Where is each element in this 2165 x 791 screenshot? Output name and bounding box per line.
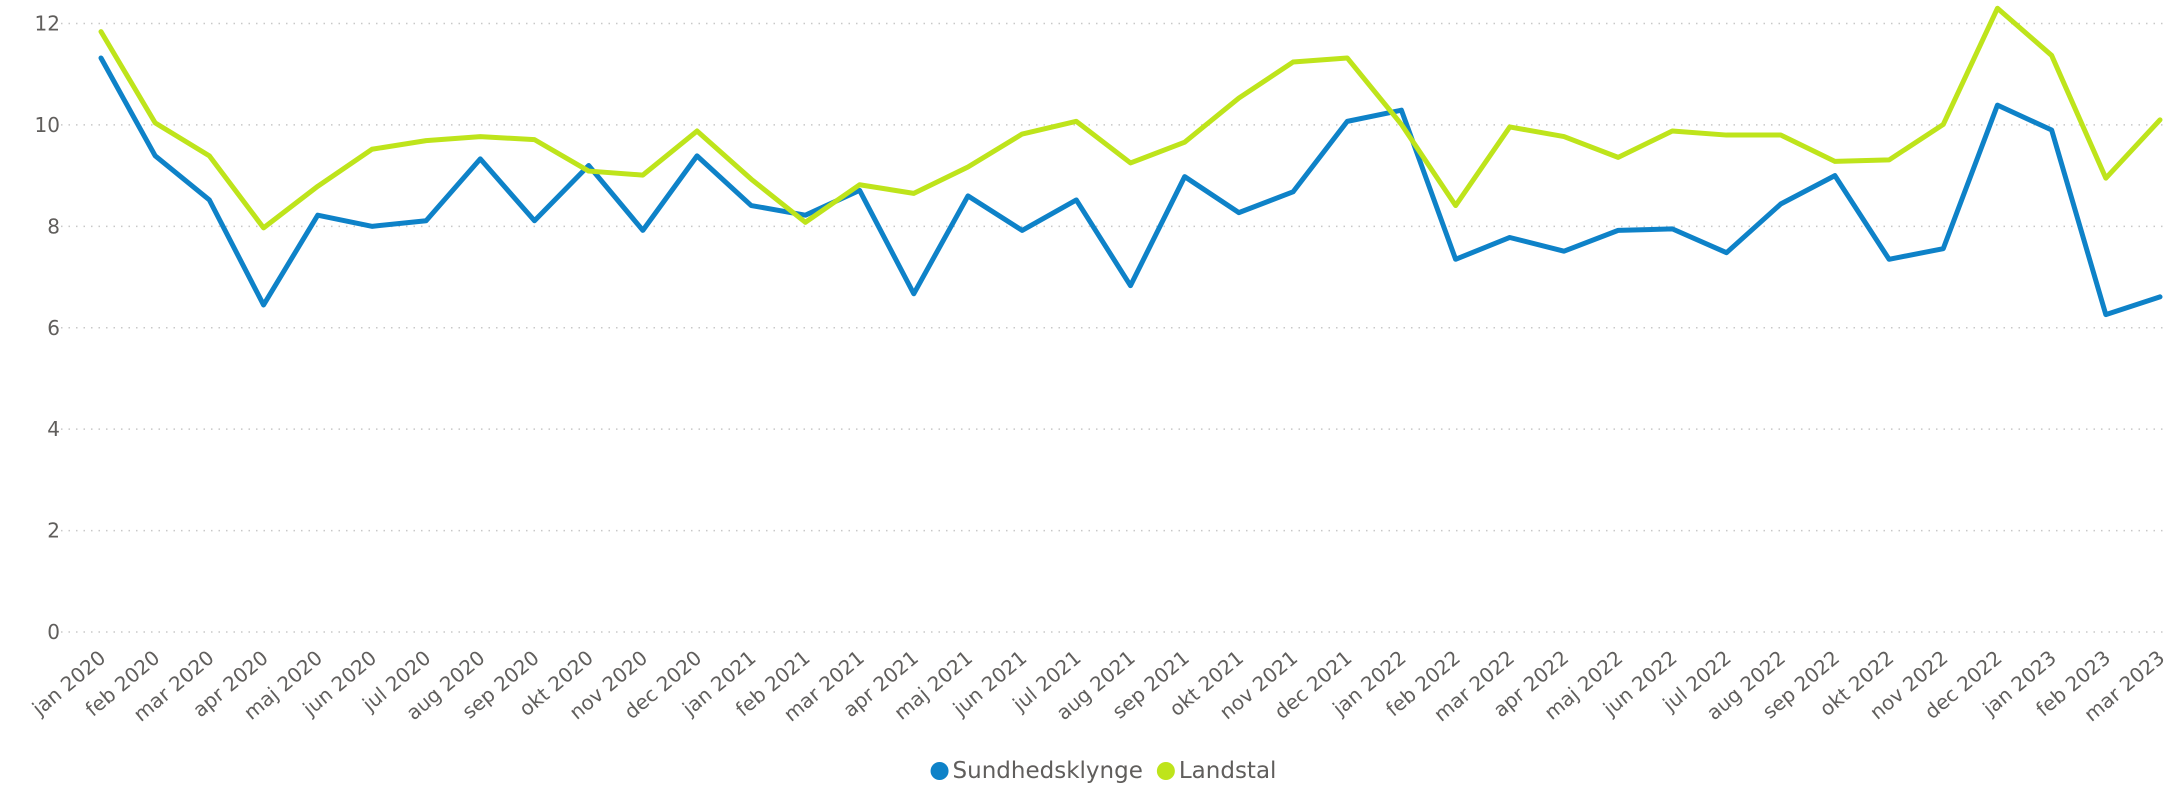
legend-label: Sundhedsklynge xyxy=(953,758,1143,784)
legend-marker xyxy=(1156,762,1175,780)
y-tick-label: 10 xyxy=(35,113,60,137)
y-tick-label: 0 xyxy=(47,620,60,644)
y-tick-label: 2 xyxy=(47,519,60,543)
y-tick-label: 8 xyxy=(47,214,60,238)
legend-marker xyxy=(930,762,949,780)
legend-label: Landstal xyxy=(1179,758,1277,784)
y-tick-label: 6 xyxy=(47,316,60,340)
series-line xyxy=(98,5,2163,231)
series-line xyxy=(98,55,2163,318)
y-tick-label: 4 xyxy=(47,417,60,441)
y-tick-label: 12 xyxy=(35,12,60,36)
legend: Sundhedsklynge Landstal xyxy=(930,758,1277,784)
